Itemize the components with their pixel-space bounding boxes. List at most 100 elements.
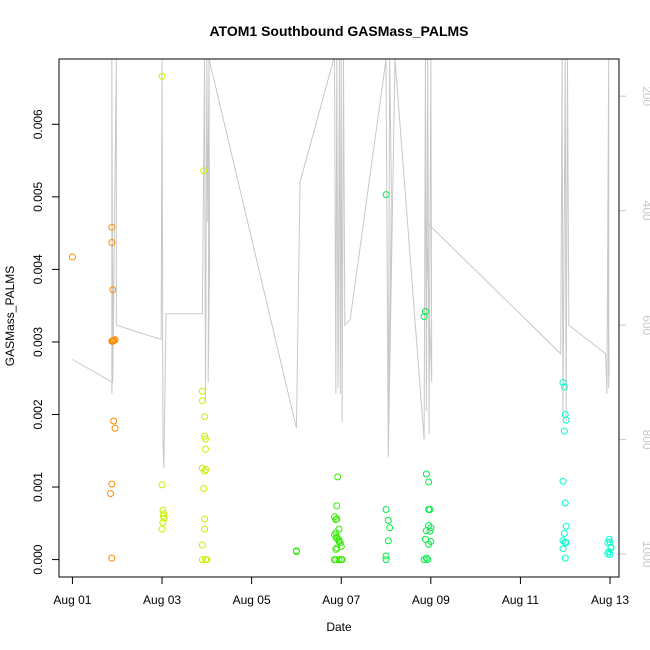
right-tick-label: 400 (640, 201, 650, 221)
data-point (202, 435, 209, 443)
data-point (422, 470, 430, 478)
data-point (198, 397, 206, 405)
x-tick-label: Aug 13 (591, 593, 629, 607)
data-point (108, 223, 116, 231)
data-point (198, 387, 206, 395)
data-point (202, 466, 210, 474)
data-point (559, 545, 567, 553)
data-point (108, 337, 116, 345)
data-point (386, 524, 394, 532)
y-tick-label: 0.005 (31, 182, 45, 212)
x-axis: Aug 01 Aug 03 Aug 05 Aug 07 Aug 09 Aug 11 Aug … (53, 576, 629, 607)
right-tick-label: 200 (640, 86, 650, 106)
data-point (606, 551, 614, 559)
data-point (337, 543, 345, 551)
data-point (331, 531, 339, 539)
data-point (425, 478, 433, 486)
data-point (561, 538, 569, 546)
right-tick-label: 1000 (640, 541, 650, 568)
data-point (560, 529, 568, 537)
points-layer (68, 72, 615, 564)
data-point (562, 522, 570, 530)
data-point (200, 167, 208, 175)
data-point (422, 554, 430, 562)
data-point (198, 556, 206, 564)
data-point (201, 525, 209, 533)
data-point (605, 535, 613, 543)
right-axis: 200 400 600 800 1000 (618, 86, 650, 568)
data-point (332, 545, 340, 553)
data-point (333, 502, 341, 510)
data-point (108, 554, 116, 562)
data-point (561, 499, 569, 507)
x-tick-label: Aug 11 (502, 593, 539, 607)
data-point (110, 417, 118, 425)
y-tick-label: 0.003 (31, 327, 45, 357)
y-tick-label: 0.001 (31, 472, 45, 502)
data-point (159, 512, 167, 520)
data-point (200, 484, 208, 492)
plot-frame (58, 58, 620, 578)
data-point (562, 539, 570, 547)
data-point (335, 556, 343, 564)
data-point (202, 556, 209, 564)
data-point (159, 519, 167, 527)
y-tick-label: 0.004 (31, 254, 45, 284)
y-axis-label: GASMass_PALMS (3, 266, 17, 366)
data-point (108, 480, 116, 488)
x-tick-label: Aug 07 (322, 593, 360, 607)
data-point (427, 537, 435, 545)
y-tick-label: 0.006 (31, 109, 45, 139)
data-point (198, 464, 206, 472)
data-point (201, 515, 209, 523)
data-point (111, 424, 119, 432)
data-point (562, 416, 570, 424)
data-point (560, 427, 568, 435)
data-point (559, 379, 567, 387)
x-axis-label: Date (326, 620, 352, 634)
x-tick-label: Aug 05 (233, 593, 271, 607)
data-point (420, 313, 428, 321)
data-point (421, 307, 429, 315)
data-point (422, 527, 430, 535)
y-axis: 0.000 0.001 0.002 0.003 0.004 0.005 0.006 (31, 109, 60, 575)
data-point (334, 473, 342, 481)
data-point (607, 543, 615, 551)
data-point (332, 556, 340, 564)
data-point (424, 556, 432, 564)
data-point (158, 72, 166, 80)
data-point (333, 535, 341, 543)
data-point (158, 525, 166, 533)
data-point (560, 383, 568, 391)
data-point (292, 548, 300, 556)
data-point (382, 506, 390, 514)
data-point (107, 490, 115, 498)
data-point (201, 432, 209, 440)
data-point (333, 544, 341, 552)
y-tick-label: 0.002 (31, 399, 45, 429)
data-point (382, 556, 390, 564)
pressure-line (72, 59, 610, 469)
data-point (68, 253, 76, 261)
x-tick-label: Aug 03 (143, 593, 181, 607)
data-point (333, 515, 341, 523)
x-tick-label: Aug 01 (53, 593, 91, 607)
x-tick-label: Aug 09 (412, 593, 450, 607)
data-point (109, 286, 117, 294)
data-point (108, 239, 116, 247)
data-point (198, 541, 206, 549)
data-point (384, 537, 392, 545)
data-point (561, 554, 569, 562)
right-tick-label: 600 (640, 315, 650, 335)
y-tick-label: 0.000 (31, 544, 45, 574)
data-point (559, 477, 567, 485)
data-point (425, 506, 433, 514)
data-point (201, 413, 209, 421)
data-point (158, 481, 166, 489)
chart-title: ATOM1 Southbound GASMass_PALMS (209, 23, 468, 39)
data-point (384, 516, 392, 524)
pressure-line-layer (72, 59, 610, 469)
data-point (202, 445, 209, 453)
data-point (382, 552, 390, 560)
